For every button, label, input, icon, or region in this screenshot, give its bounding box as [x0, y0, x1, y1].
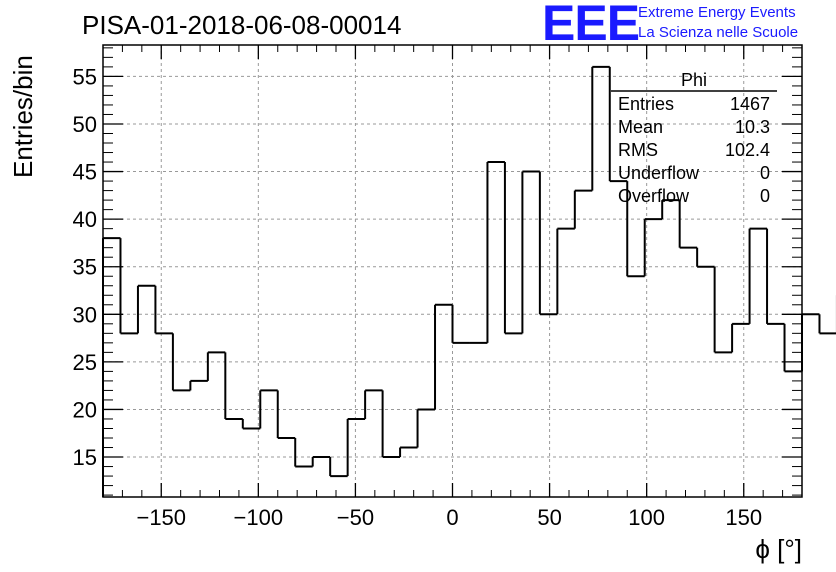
y-tick-label: 30 [73, 302, 97, 327]
plot-title: PISA-01-2018-06-08-00014 [82, 10, 402, 40]
y-tick-label: 50 [73, 112, 97, 137]
tick-labels: −150 −100 −50 0 50 100 150 15 20 25 30 35 40 45 50 55 [73, 64, 763, 530]
logo-line-2: La Scienza nelle Scuole [638, 24, 799, 41]
stats-row-label: Entries [618, 94, 674, 114]
grid-lines [103, 45, 802, 497]
logo-mark: EEE [542, 0, 640, 51]
y-tick-label: 45 [73, 160, 97, 185]
y-axis-title: Entries/bin [8, 55, 38, 178]
stats-row-label: Underflow [618, 163, 700, 183]
x-tick-label: −100 [234, 505, 284, 530]
x-tick-label: 50 [537, 505, 561, 530]
y-tick-label: 20 [73, 397, 97, 422]
x-tick-label: 0 [446, 505, 458, 530]
histogram-layer [102, 65, 836, 497]
x-tick-label: −50 [337, 505, 374, 530]
stats-rows: Entries 1467 Mean 10.3 RMS 102.4 Underflow 0 Ove… [618, 94, 770, 206]
logo-line-1: Extreme Energy Events [638, 4, 796, 21]
stats-row-value: 10.3 [735, 117, 770, 137]
stats-row-value: 1467 [730, 94, 770, 114]
stats-title: Phi [681, 70, 707, 90]
y-tick-label: 15 [73, 445, 97, 470]
y-tick-label: 40 [73, 207, 97, 232]
axis-ticks [103, 45, 802, 497]
x-tick-label: 100 [628, 505, 665, 530]
stats-row-value: 0 [760, 163, 770, 183]
stats-box: Phi Entries 1467 Mean 10.3 RMS 102.4 Underflow… [611, 70, 777, 206]
stats-row-value: 102.4 [725, 140, 770, 160]
x-axis-title: ϕ [°] [755, 534, 802, 564]
stats-row-value: 0 [760, 186, 770, 206]
y-tick-label: 35 [73, 255, 97, 280]
stats-row-label: Overflow [618, 186, 690, 206]
x-tick-label: −150 [136, 505, 186, 530]
y-tick-label: 55 [73, 64, 97, 89]
eee-logo: EEE Extreme Energy Events La Scienza nel… [542, 0, 832, 51]
stats-row-label: Mean [618, 117, 663, 137]
stats-row-label: RMS [618, 140, 658, 160]
x-tick-label: 150 [725, 505, 762, 530]
y-tick-label: 25 [73, 350, 97, 375]
